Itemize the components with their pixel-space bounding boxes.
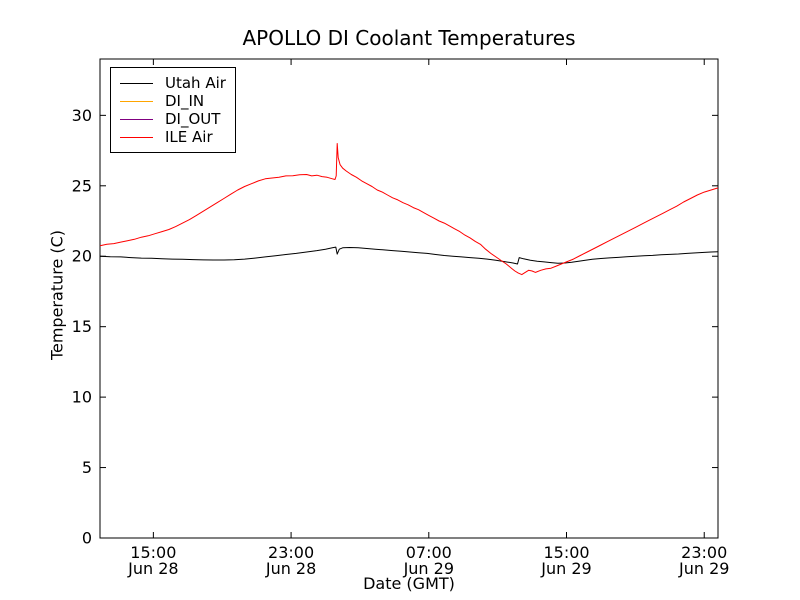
legend: Utah Air DI_IN DI_OUT ILE Air — [110, 67, 236, 153]
legend-line-sample-ile-air — [120, 136, 153, 138]
legend-label: DI_IN — [165, 92, 205, 110]
y-tick-label: 25 — [72, 176, 92, 195]
x-tick-label: 23:00 — [268, 543, 314, 562]
legend-line-sample-di-out — [120, 118, 153, 120]
x-tick-sublabel: Jun 28 — [127, 559, 178, 578]
y-tick-label: 5 — [82, 458, 92, 477]
x-tick-sublabel: Jun 29 — [540, 559, 591, 578]
x-tick-label: 07:00 — [406, 543, 452, 562]
x-axis-label: Date (GMT) — [363, 574, 455, 593]
y-tick-label: 0 — [82, 529, 92, 548]
legend-label: DI_OUT — [165, 110, 221, 128]
x-tick-label: 15:00 — [543, 543, 589, 562]
legend-label: ILE Air — [165, 128, 213, 146]
legend-line-sample-di-in — [120, 100, 153, 102]
legend-label: Utah Air — [165, 74, 226, 92]
legend-item-utah-air: Utah Air — [120, 75, 226, 91]
y-axis-label: Temperature (C) — [47, 229, 67, 361]
y-tick-label: 10 — [72, 388, 92, 407]
chart-title: APOLLO DI Coolant Temperatures — [242, 26, 576, 50]
legend-line-sample-utah-air — [120, 82, 153, 84]
legend-item-di-in: DI_IN — [120, 93, 226, 109]
axes-frame — [99, 58, 719, 539]
x-tick-label: 15:00 — [130, 543, 176, 562]
x-tick-sublabel: Jun 28 — [265, 559, 316, 578]
y-tick-label: 15 — [72, 317, 92, 336]
series-line-utah-air — [99, 246, 719, 265]
series-line-ile-air — [99, 143, 719, 276]
x-tick-label: 23:00 — [681, 543, 727, 562]
legend-item-ile-air: ILE Air — [120, 129, 226, 145]
x-tick-sublabel: Jun 29 — [678, 559, 729, 578]
legend-item-di-out: DI_OUT — [120, 111, 226, 127]
x-tick-sublabel: Jun 29 — [403, 559, 454, 578]
y-tick-label: 20 — [72, 247, 92, 266]
y-tick-label: 30 — [72, 106, 92, 125]
